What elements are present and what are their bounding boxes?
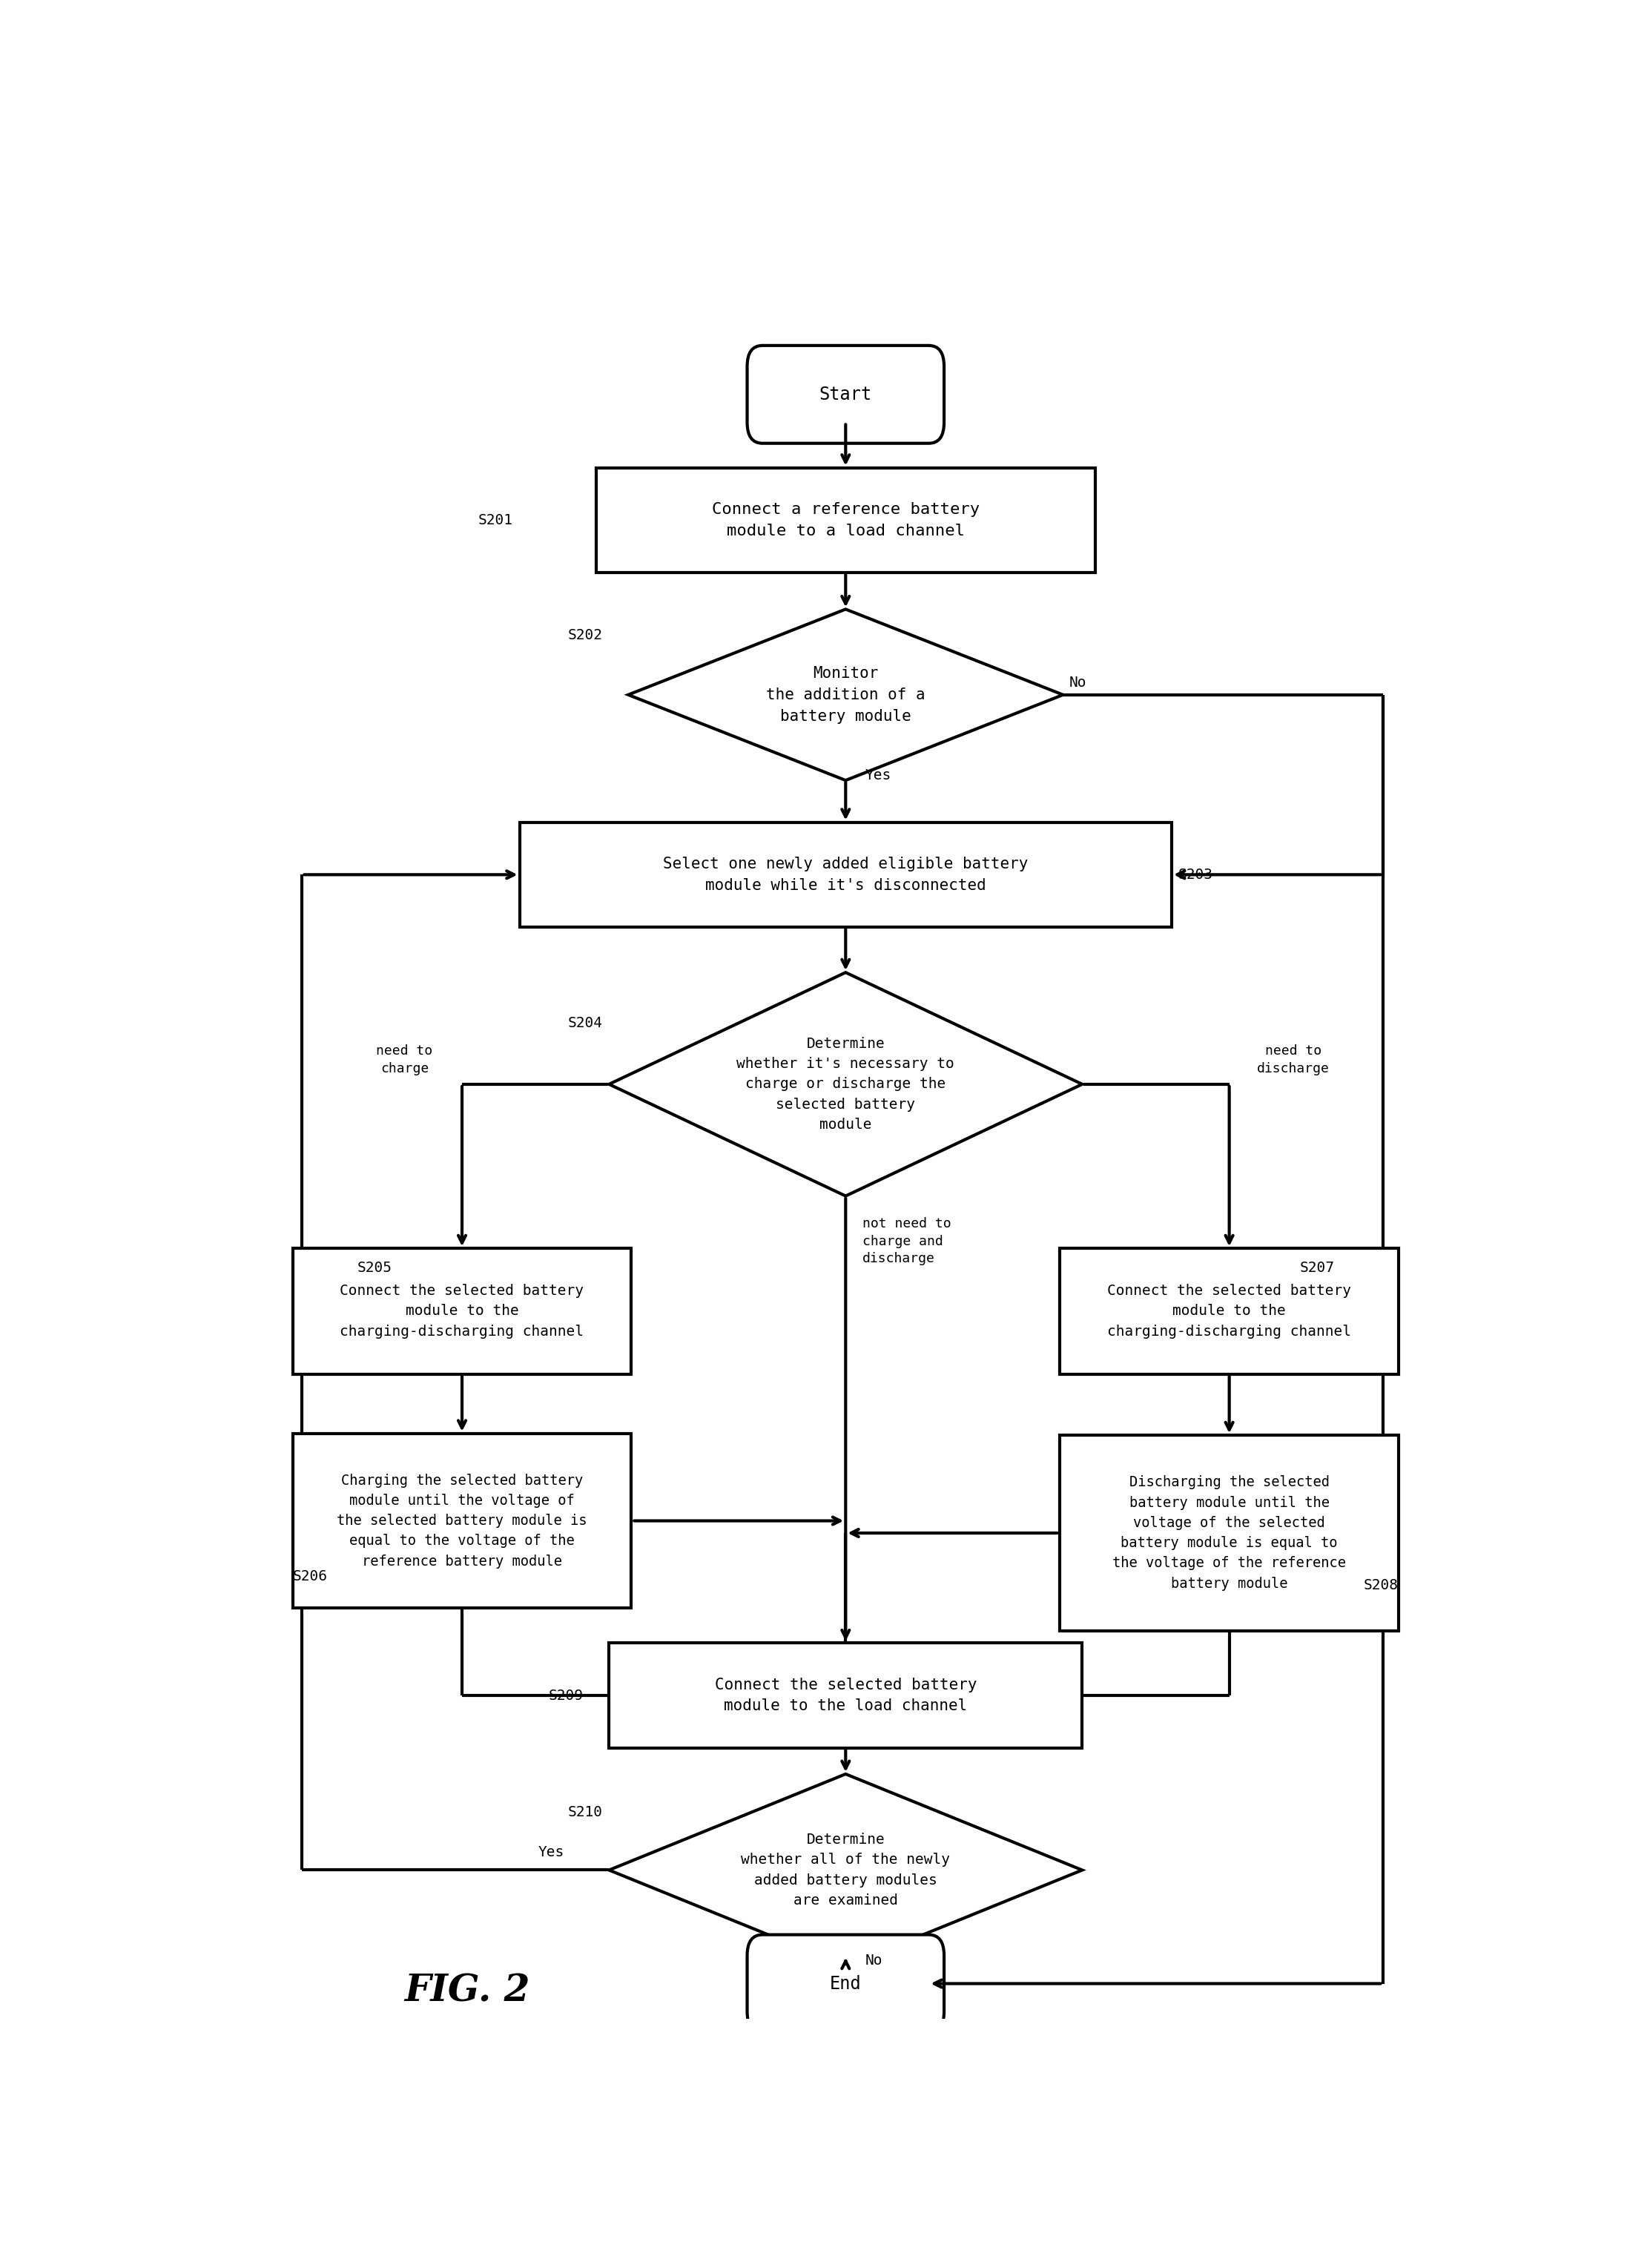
Text: Connect the selected battery
module to the
charging-discharging channel: Connect the selected battery module to t… <box>340 1284 584 1338</box>
Text: Yes: Yes <box>865 769 891 782</box>
Text: S208: S208 <box>1363 1579 1398 1592</box>
Text: S205: S205 <box>356 1261 391 1275</box>
FancyBboxPatch shape <box>747 1935 944 2032</box>
Text: S210: S210 <box>568 1805 602 1819</box>
Text: Monitor
the addition of a
battery module: Monitor the addition of a battery module <box>766 667 926 723</box>
Text: Determine
whether it's necessary to
charge or discharge the
selected battery
mod: Determine whether it's necessary to char… <box>736 1036 955 1132</box>
Text: Yes: Yes <box>538 1846 564 1860</box>
Polygon shape <box>609 1774 1082 1966</box>
Text: Start: Start <box>818 386 873 404</box>
Polygon shape <box>609 973 1082 1195</box>
FancyBboxPatch shape <box>292 1247 632 1374</box>
FancyBboxPatch shape <box>520 823 1172 928</box>
Text: S202: S202 <box>568 628 602 642</box>
Text: No: No <box>865 1953 883 1969</box>
Text: need to
discharge: need to discharge <box>1257 1043 1330 1075</box>
Text: No: No <box>1069 676 1087 689</box>
FancyBboxPatch shape <box>1059 1247 1399 1374</box>
FancyBboxPatch shape <box>609 1642 1082 1749</box>
Text: Discharging the selected
battery module until the
voltage of the selected
batter: Discharging the selected battery module … <box>1112 1476 1346 1590</box>
FancyBboxPatch shape <box>1059 1436 1399 1631</box>
Text: S206: S206 <box>294 1569 328 1583</box>
Text: Select one newly added eligible battery
module while it's disconnected: Select one newly added eligible battery … <box>663 857 1028 894</box>
Text: not need to
charge and
discharge: not need to charge and discharge <box>863 1218 950 1266</box>
Text: S207: S207 <box>1300 1261 1335 1275</box>
Text: Connect the selected battery
module to the load channel: Connect the selected battery module to t… <box>714 1678 977 1715</box>
Text: FIG. 2: FIG. 2 <box>404 1973 530 2009</box>
Text: End: End <box>830 1975 861 1994</box>
Text: Charging the selected battery
module until the voltage of
the selected battery m: Charging the selected battery module unt… <box>337 1474 587 1567</box>
Text: S201: S201 <box>478 513 513 526</box>
FancyBboxPatch shape <box>747 345 944 442</box>
Polygon shape <box>629 610 1063 780</box>
Text: Determine
whether all of the newly
added battery modules
are examined: Determine whether all of the newly added… <box>741 1833 950 1907</box>
Text: need to
charge: need to charge <box>376 1043 432 1075</box>
FancyBboxPatch shape <box>596 467 1096 572</box>
Text: Connect a reference battery
module to a load channel: Connect a reference battery module to a … <box>711 501 980 538</box>
Text: S204: S204 <box>568 1016 602 1030</box>
Text: S203: S203 <box>1178 869 1213 882</box>
Text: S209: S209 <box>549 1687 584 1703</box>
Text: Connect the selected battery
module to the
charging-discharging channel: Connect the selected battery module to t… <box>1107 1284 1351 1338</box>
FancyBboxPatch shape <box>292 1433 632 1608</box>
